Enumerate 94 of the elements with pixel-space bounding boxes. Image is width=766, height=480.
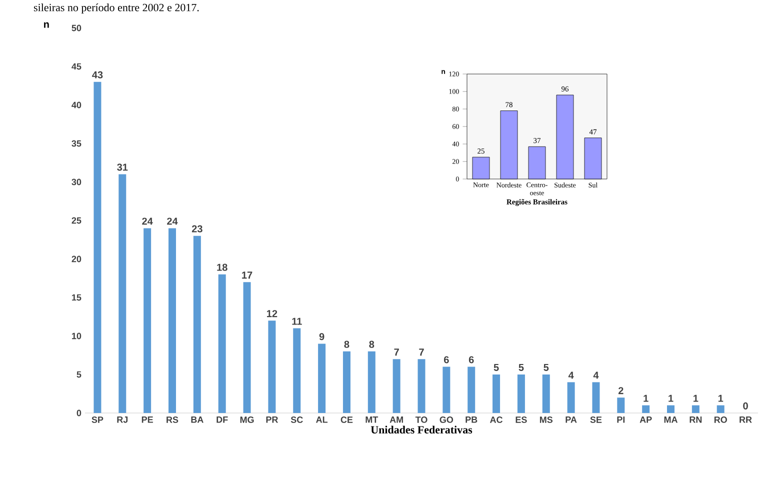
data-label: 24	[167, 218, 178, 225]
y-tick-label: 15	[72, 294, 82, 301]
bar	[342, 351, 350, 413]
bar	[392, 359, 400, 413]
y-tick-label: 0	[76, 410, 82, 416]
bar	[118, 174, 126, 413]
data-label: 1	[694, 394, 698, 402]
data-label: 17	[242, 272, 252, 279]
bar	[567, 382, 575, 413]
x-tick-label: CE	[340, 416, 353, 423]
bar	[144, 228, 152, 413]
y-tick-label: 10	[72, 332, 82, 340]
bar	[667, 405, 675, 413]
x-tick-label: TO	[415, 416, 428, 423]
x-tick-label: RJ	[117, 416, 128, 423]
data-label: 8	[369, 340, 374, 348]
data-label: 6	[444, 356, 449, 364]
y-tick-label: 45	[72, 63, 82, 70]
data-label: 8	[344, 340, 350, 348]
bar	[492, 374, 500, 413]
x-tick-label: SC	[290, 416, 303, 423]
x-tick-label: PI	[617, 416, 625, 423]
y-tick-label: 35	[72, 140, 82, 147]
bar	[642, 405, 650, 413]
bar	[716, 405, 724, 413]
data-label: 1	[668, 394, 674, 402]
x-tick-label: ES	[516, 416, 527, 423]
data-label: 24	[142, 218, 153, 225]
data-label: 2	[618, 387, 624, 394]
data-label: 5	[494, 364, 499, 371]
bar	[517, 374, 525, 413]
data-label: 31	[117, 164, 128, 171]
x-axis-title: Unidades Federativas	[370, 426, 472, 434]
bar	[617, 398, 625, 413]
x-tick-label: AL	[316, 416, 328, 423]
data-label: 6	[468, 356, 474, 364]
bar	[442, 366, 450, 413]
bar	[418, 359, 426, 413]
bar	[243, 282, 251, 413]
bar	[218, 274, 226, 413]
x-tick-label: RO	[714, 416, 727, 423]
x-tick-label: RR	[740, 416, 752, 423]
data-label: 0	[743, 402, 748, 410]
x-tick-label: AP	[640, 416, 652, 423]
x-tick-label: PR	[266, 416, 278, 423]
x-tick-label: RS	[166, 416, 178, 423]
bar	[193, 236, 201, 413]
data-label: 11	[292, 318, 302, 325]
y-tick-label: 50	[72, 24, 82, 32]
text: sileiras no período entre 2002 e 2017.	[34, 4, 199, 14]
x-tick-label: MA	[664, 416, 678, 423]
x-tick-label: RN	[690, 416, 702, 423]
data-label: 18	[217, 264, 228, 271]
x-tick-label: DF	[216, 416, 228, 423]
bar	[94, 82, 102, 413]
y-tick-label: 5	[76, 371, 82, 378]
data-label: 7	[419, 348, 424, 356]
y-tick-label: 25	[72, 217, 82, 224]
x-tick-label: AC	[490, 416, 503, 423]
bar	[692, 405, 700, 413]
x-tick-label: MT	[366, 416, 378, 423]
y-tick-label: 30	[72, 178, 82, 186]
bar	[468, 366, 476, 413]
y-tick-label: 20	[72, 256, 82, 262]
data-label: 43	[92, 71, 103, 78]
bar	[268, 320, 276, 413]
data-label: 9	[319, 333, 324, 340]
x-tick-label: GO	[440, 416, 454, 423]
x-tick-label: MG	[240, 416, 254, 423]
bar	[168, 228, 176, 413]
data-label: 1	[718, 394, 724, 402]
bar	[368, 351, 376, 413]
x-tick-label: SE	[590, 416, 602, 423]
data-label: 23	[192, 225, 202, 232]
data-label: 4	[593, 372, 599, 379]
x-tick-label: SP	[92, 416, 104, 423]
bar	[592, 382, 600, 413]
x-tick-label: BA	[191, 416, 204, 423]
x-tick-label: PA	[566, 416, 577, 423]
data-label: 7	[394, 348, 399, 356]
y-tick-label: 40	[72, 102, 82, 108]
data-label: 12	[267, 310, 278, 318]
data-label: 5	[544, 364, 549, 371]
data-label: 5	[518, 364, 524, 371]
bar	[542, 374, 550, 413]
x-tick-label: PB	[466, 416, 478, 423]
x-tick-label: MS	[540, 416, 553, 423]
x-tick-label: AM	[390, 416, 403, 423]
x-tick-label: PE	[142, 416, 153, 423]
bar	[318, 344, 326, 413]
data-label: 4	[568, 372, 574, 379]
data-label: 1	[644, 394, 648, 402]
y-axis-title: n	[44, 22, 49, 28]
bar	[293, 328, 301, 413]
